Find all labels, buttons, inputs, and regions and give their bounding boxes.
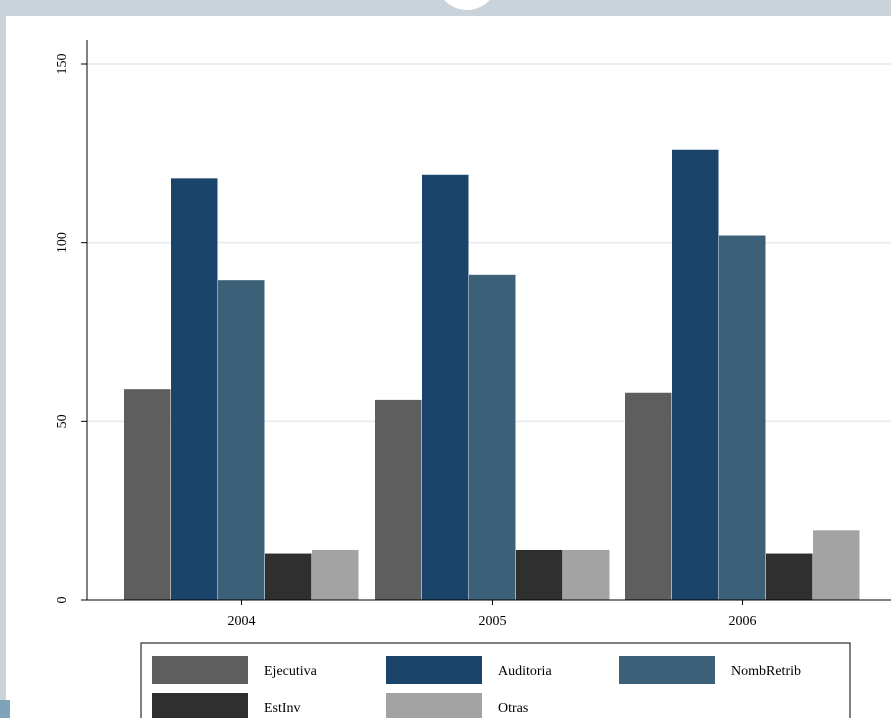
legend: Ejecutiva Auditoria NombRetrib EstInv Otras <box>140 642 851 718</box>
bar-ejecutiva-2005 <box>375 399 422 600</box>
legend-label-nombretrib: NombRetrib <box>731 664 801 679</box>
x-tick-label: 2006 <box>729 614 757 629</box>
legend-swatch-auditoria <box>386 656 482 684</box>
x-ticks: 2004 2005 2006 <box>228 600 757 629</box>
axes <box>86 40 891 601</box>
legend-swatch-estinv <box>152 693 248 718</box>
legend-swatch-otras <box>386 693 482 718</box>
slide-corner-accent <box>0 700 10 718</box>
legend-swatch-nombretrib <box>619 656 715 684</box>
y-tick-label: 150 <box>55 54 70 75</box>
slide-header-bar <box>0 0 891 16</box>
bar-ejecutiva-2006 <box>625 392 672 600</box>
y-ticks: 0 50 100 150 <box>55 54 87 604</box>
y-tick-label: 100 <box>55 232 70 253</box>
legend-box <box>140 642 851 718</box>
bar-estinv-2004 <box>265 553 312 600</box>
bar-otras-2005 <box>563 549 610 600</box>
slide-decoration-circle <box>436 0 498 10</box>
bar-estinv-2005 <box>516 549 563 600</box>
legend-label-estinv: EstInv <box>264 701 301 716</box>
bar-otras-2004 <box>312 549 359 600</box>
bar-nombretrib-2004 <box>218 280 265 600</box>
bar-nombretrib-2006 <box>719 235 766 600</box>
legend-swatch-ejecutiva <box>152 656 248 684</box>
bar-estinv-2006 <box>766 553 813 600</box>
x-tick-label: 2004 <box>228 614 256 629</box>
bar-auditoria-2004 <box>171 178 218 600</box>
bar-auditoria-2005 <box>422 174 469 601</box>
y-tick-label: 0 <box>55 597 70 604</box>
legend-label-ejecutiva: Ejecutiva <box>264 664 318 679</box>
bar-auditoria-2006 <box>672 149 719 600</box>
x-tick-label: 2005 <box>479 614 507 629</box>
legend-label-otras: Otras <box>498 701 528 716</box>
legend-label-auditoria: Auditoria <box>498 664 552 679</box>
bar-otras-2006 <box>813 530 860 600</box>
y-tick-label: 50 <box>55 414 70 428</box>
bars <box>124 149 860 601</box>
bar-ejecutiva-2004 <box>124 389 171 600</box>
bar-nombretrib-2005 <box>469 274 516 600</box>
